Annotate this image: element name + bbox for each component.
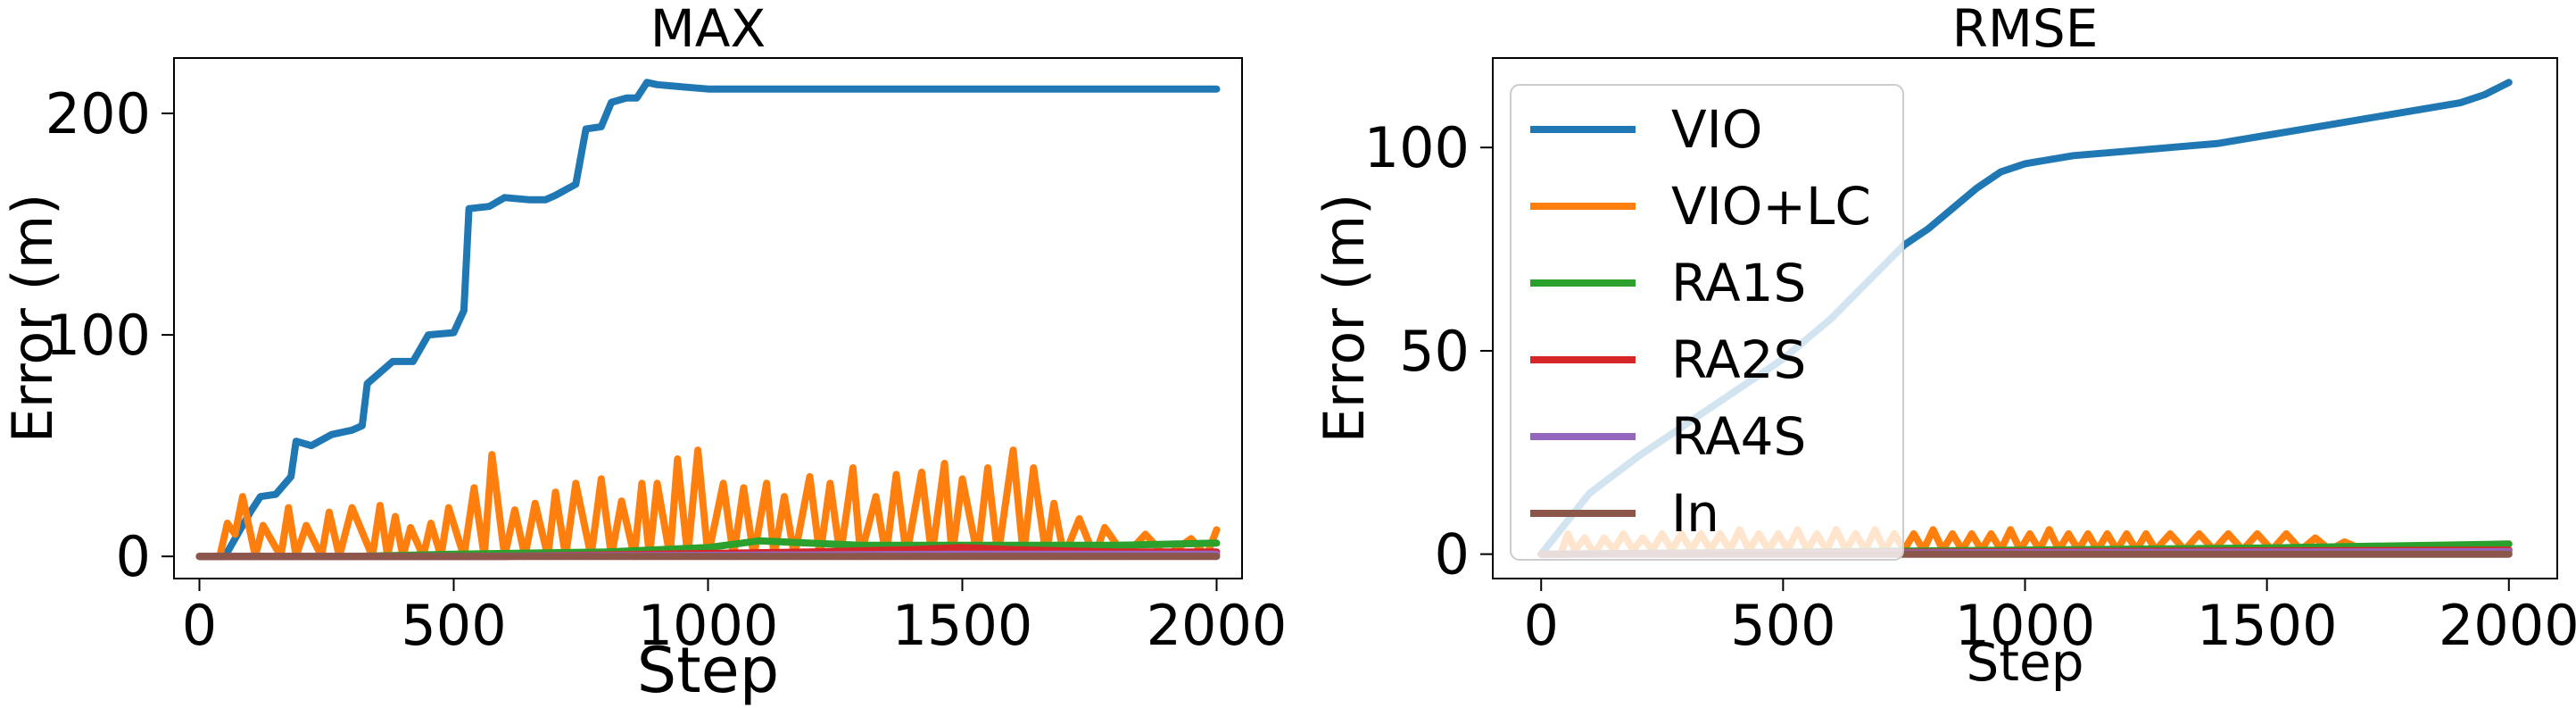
chart-rmse: 0 500 1000 1500 2000 0 50 100 RMSE Step Error (m) V… bbox=[1312, 0, 2576, 693]
chart-rmse-legend: VIO VIO+LC RA1S RA2S RA4S In bbox=[1510, 84, 1904, 561]
chart-rmse-xtick-label: 1000 bbox=[1955, 593, 2096, 658]
chart-rmse-xtick-label: 2000 bbox=[2439, 593, 2576, 658]
chart-max-series-vio bbox=[195, 79, 1221, 561]
chart-rmse-xtick-label: 500 bbox=[1730, 593, 1835, 658]
chart-max-ylabel: Error (m) bbox=[0, 194, 65, 444]
chart-max-title: MAX bbox=[650, 0, 766, 59]
chart-max-ytick-label: 100 bbox=[46, 303, 151, 368]
chart-rmse-ytick-label: 50 bbox=[1399, 319, 1470, 384]
chart-max-xtick-label: 1000 bbox=[638, 593, 779, 658]
chart-max-series-vio-lc bbox=[195, 446, 1221, 561]
chart-rmse-xtick-label: 0 bbox=[1524, 593, 1559, 658]
chart-max-xlabel: Step bbox=[637, 634, 779, 707]
chart-rmse-legend-label-ra1s: RA1S bbox=[1671, 253, 1806, 313]
chart-max: 0 500 1000 1500 2000 0 100 200 MAX Step Error (m) bbox=[0, 0, 1287, 707]
chart-max-xtick-label: 0 bbox=[182, 593, 217, 658]
chart-rmse-legend-label-ra2s: RA2S bbox=[1671, 329, 1806, 390]
chart-max-xtick-label: 1500 bbox=[892, 593, 1033, 658]
chart-max-series-group bbox=[195, 79, 1221, 561]
chart-rmse-ytick-label: 0 bbox=[1435, 522, 1470, 587]
chart-max-xtick-label: 2000 bbox=[1147, 593, 1288, 658]
chart-max-ytick-label: 200 bbox=[46, 81, 151, 146]
chart-rmse-ylabel: Error (m) bbox=[1312, 194, 1377, 444]
chart-rmse-legend-label-vio-lc: VIO+LC bbox=[1671, 176, 1871, 237]
chart-max-xtick-label: 500 bbox=[401, 593, 506, 658]
chart-max-ytick-label: 0 bbox=[116, 524, 151, 589]
chart-rmse-xtick-label: 1500 bbox=[2197, 593, 2338, 658]
chart-max-axes-frame bbox=[173, 57, 1243, 579]
chart-rmse-legend-label-in: In bbox=[1671, 483, 1719, 544]
chart-rmse-title: RMSE bbox=[1952, 0, 2099, 59]
chart-rmse-xlabel: Step bbox=[1966, 632, 2083, 693]
chart-rmse-legend-label-ra4s: RA4S bbox=[1671, 406, 1806, 467]
chart-rmse-ytick-label: 100 bbox=[1364, 115, 1470, 180]
chart-rmse-legend-label-vio: VIO bbox=[1671, 99, 1762, 160]
